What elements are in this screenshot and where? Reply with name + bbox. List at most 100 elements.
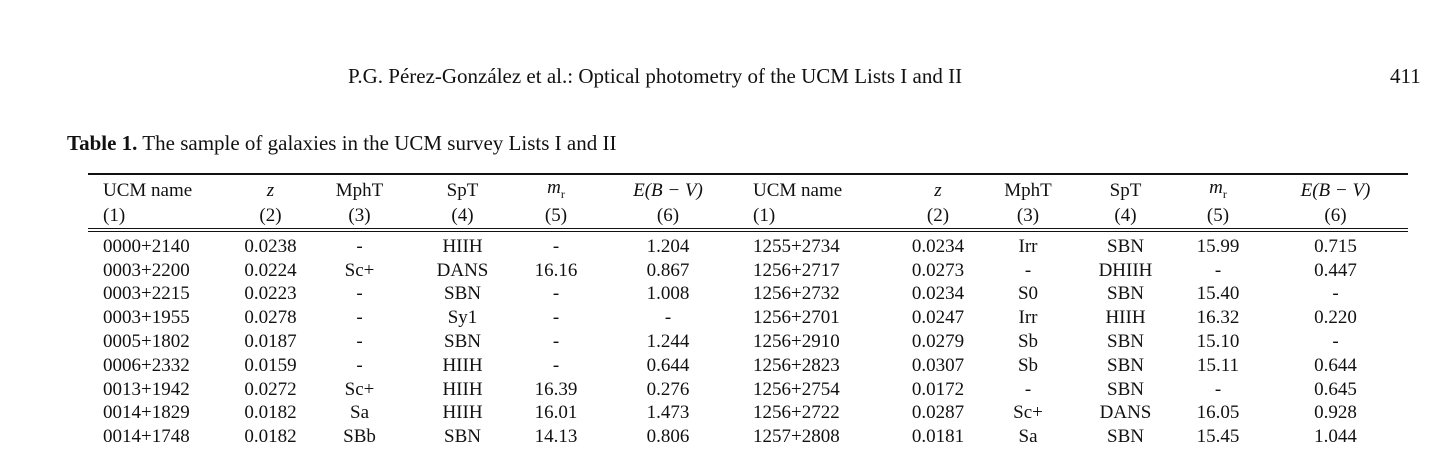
table-cell: -	[552, 283, 560, 305]
table-cell: Sa	[350, 402, 369, 424]
table-cell: 1256+2910	[753, 330, 840, 352]
table-cell: 16.01	[534, 402, 578, 424]
table-cell: Sa	[1018, 426, 1038, 448]
table-cell: 16.39	[534, 378, 578, 400]
table-cell: 1.244	[646, 330, 690, 352]
table-cell: -	[664, 307, 672, 329]
table-cell: -	[1332, 330, 1339, 352]
table-cell: 15.11	[1196, 354, 1240, 376]
galaxy-table: UCM name z MphT SpT mr E(B − V) UCM name…	[88, 173, 1408, 449]
col-header-mpht: MphT	[308, 173, 411, 205]
table-row: 0005+1802 0.0187 - SBN - 1.244 1256+2910 0.0279…	[88, 330, 1408, 354]
col-header-mr: mr	[514, 173, 598, 205]
table-cell: 0.644	[1314, 354, 1357, 376]
col-header-mpht-2: MphT	[978, 173, 1078, 205]
table-cell: 15.99	[1196, 235, 1240, 257]
table-cell: SBN	[1107, 283, 1144, 305]
table-row: 0006+2332 0.0159 - HIIH - 0.644 1256+2823 0.030…	[88, 354, 1408, 378]
table-cell: Sb	[1017, 330, 1039, 352]
table-row: 0003+2200 0.0224 Sc+ DANS 16.16 0.867 1256+271…	[88, 259, 1408, 283]
table-cell: SBN	[444, 426, 481, 448]
col-number: (5)	[514, 204, 598, 232]
table-row: 0014+1829 0.0182 Sa HIIH 16.01 1.473 1256+2722…	[88, 401, 1408, 425]
table-cell: Irr	[1018, 235, 1038, 257]
table-cell: 0014+1748	[103, 426, 190, 448]
table-cell: 0.276	[646, 378, 690, 400]
table-cell: SBN	[1107, 235, 1144, 257]
col-header-ucm-name: UCM name	[88, 173, 233, 205]
col-number: (6)	[1263, 204, 1408, 232]
col-number: (1)	[738, 204, 898, 232]
table-row: 0003+1955 0.0278 - Sy1 - - 1256+2701 0.0247 Irr H…	[88, 306, 1408, 330]
table-cell: 0.0307	[911, 354, 965, 376]
page-number: 411	[1390, 64, 1421, 88]
table-cell: DANS	[436, 259, 489, 281]
table-cell: 1256+2732	[753, 283, 840, 305]
column-number-row: (1) (2) (3) (4) (5) (6) (1) (2) (3) (4) …	[88, 204, 1408, 232]
table-cell: -	[356, 283, 363, 305]
table-cell: 0.0223	[244, 283, 297, 305]
table-cell: 1.473	[646, 402, 690, 424]
table-cell: -	[356, 354, 363, 376]
table-cell: 0006+2332	[103, 354, 190, 376]
table-cell: -	[1214, 259, 1222, 281]
table-cell: 0.0224	[244, 259, 297, 281]
table-row: 0003+2215 0.0223 - SBN - 1.008 1256+2732 0.0234…	[88, 282, 1408, 306]
table-cell: S0	[1017, 283, 1039, 305]
table-cell: 0.0279	[911, 330, 965, 352]
table-cell: 0.0238	[244, 235, 297, 257]
col-header-spt-2: SpT	[1078, 173, 1173, 205]
table-row: 0000+2140 0.0238 - HIIH - 1.204 1255+2734 0.023…	[88, 230, 1408, 259]
table-cell: 0013+1942	[103, 378, 190, 400]
table-cell: HIIH	[1105, 307, 1146, 329]
table-cell: DHIIH	[1098, 259, 1153, 281]
table-cell: HIIH	[442, 402, 483, 424]
table-cell: -	[356, 330, 363, 352]
table-cell: -	[1214, 378, 1222, 400]
table-cell: Sy1	[447, 307, 478, 329]
table-cell: 0.0273	[911, 259, 965, 281]
col-header-ebv: E(B − V)	[598, 173, 738, 205]
col-header-spt: SpT	[411, 173, 514, 205]
table-cell: 0.928	[1314, 402, 1357, 424]
table-cell: 15.45	[1196, 426, 1240, 448]
table-cell: 0.806	[646, 426, 690, 448]
table-cell: 16.32	[1196, 307, 1240, 329]
table-cell: HIIH	[442, 235, 483, 257]
table-cell: 0.447	[1314, 259, 1357, 281]
table-cell: SBN	[1107, 426, 1144, 448]
table-cell: SBN	[444, 283, 481, 305]
col-number: (4)	[1078, 204, 1173, 232]
table-cell: Sc+	[344, 378, 375, 400]
table-cell: Sb	[1017, 354, 1039, 376]
table-cell: 0.0234	[911, 283, 965, 305]
table-cell: Sc+	[344, 259, 375, 281]
table-cell: -	[552, 354, 560, 376]
table-cell: 0014+1829	[103, 402, 190, 424]
table-cell: DANS	[1099, 402, 1152, 424]
table-cell: 1.044	[1314, 426, 1357, 448]
caption-label: Table 1.	[67, 131, 138, 155]
table-cell: 0.0287	[911, 402, 965, 424]
table-cell: 1256+2754	[753, 378, 840, 400]
table-cell: 1256+2823	[753, 354, 840, 376]
col-header-ucm-name-2: UCM name	[738, 173, 898, 205]
table-cell: -	[552, 307, 560, 329]
table-cell: 0.0172	[911, 378, 965, 400]
table-cell: -	[552, 235, 560, 257]
table-cell: 0005+1802	[103, 330, 190, 352]
table-cell: 0.0182	[244, 426, 297, 448]
table-cell: -	[1332, 283, 1339, 305]
col-number: (4)	[411, 204, 514, 232]
col-number: (1)	[88, 204, 233, 232]
table-cell: 14.13	[534, 426, 578, 448]
table-cell: 0.0234	[911, 235, 965, 257]
table-cell: 0.0278	[244, 307, 297, 329]
table-row: 0014+1748 0.0182 SBb SBN 14.13 0.806 1257+2808…	[88, 425, 1408, 449]
table-cell: SBN	[1107, 354, 1144, 376]
table-cell: -	[1024, 378, 1032, 400]
table-body: 0000+2140 0.0238 - HIIH - 1.204 1255+2734 0.023…	[88, 230, 1408, 449]
table-cell: 16.16	[534, 259, 578, 281]
table-cell: 0.0181	[911, 426, 965, 448]
table-cell: 0.0272	[244, 378, 297, 400]
